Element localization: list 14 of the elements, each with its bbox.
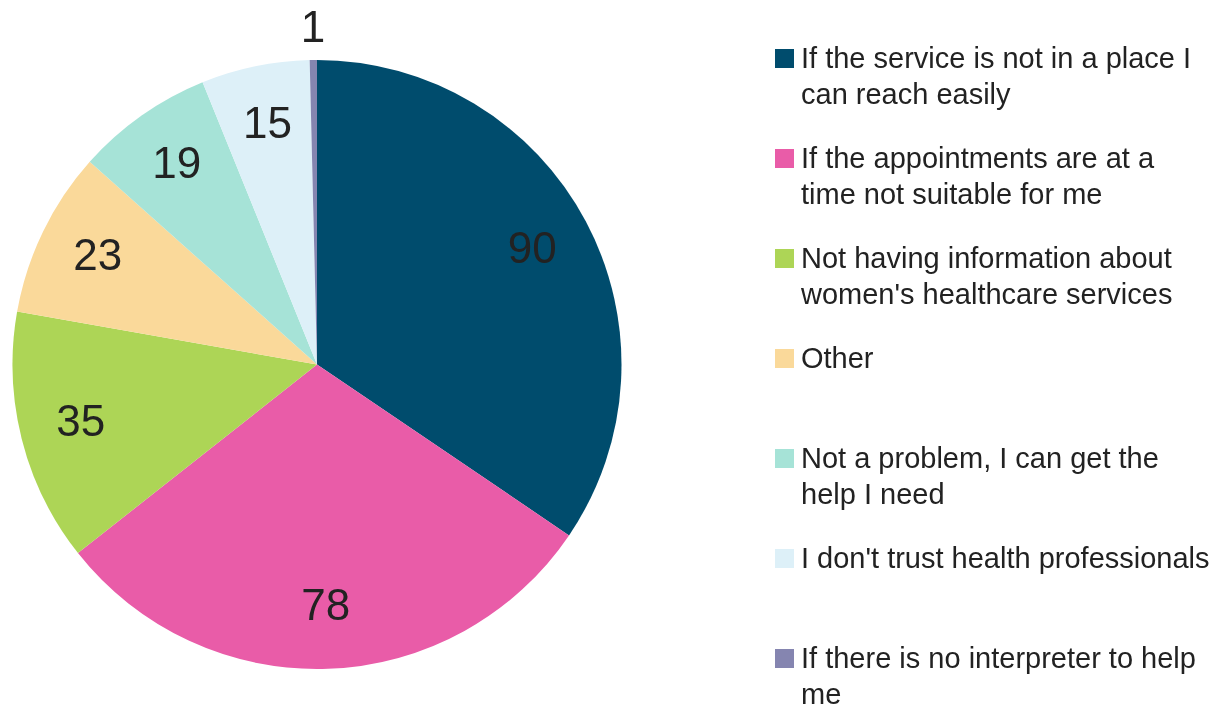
legend-label: Not a problem, I can get the help I need (801, 441, 1160, 512)
data-label: 78 (301, 580, 351, 630)
data-label: 1 (300, 2, 326, 52)
legend-label: Not having information about women's healthcare services (801, 241, 1174, 312)
data-label: 15 (243, 98, 292, 148)
legend-label: If the service is not in a place I can reach easily (801, 41, 1193, 112)
legend-label: If the appointments are at a time not suitable for me (801, 141, 1156, 212)
data-label: 35 (56, 396, 106, 446)
data-label: 23 (73, 230, 123, 280)
data-label: 19 (152, 137, 202, 187)
legend-label: Other (801, 341, 874, 376)
legend-label: I don't trust health professionals (801, 541, 1210, 576)
data-label: 90 (507, 222, 557, 272)
legend-label: If there is no interpreter to help me (801, 641, 1197, 709)
